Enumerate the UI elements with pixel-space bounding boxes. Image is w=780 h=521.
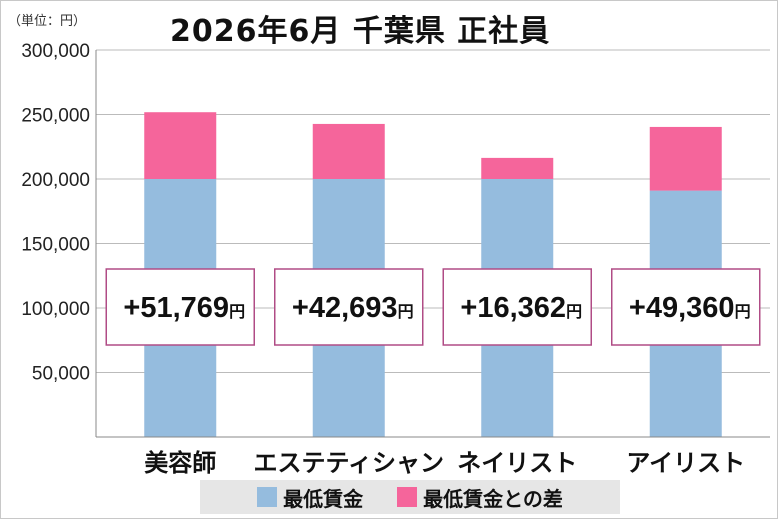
x-tick-label: エステティシャン: [253, 449, 444, 477]
chart-title: 2026年6月 千葉県 正社員: [170, 14, 551, 49]
bar-difference: [144, 112, 217, 179]
y-tick-labels: 300,000 250,000 200,000 150,000 100,000 50,00…: [21, 41, 90, 385]
y-tick-label: 50,000: [32, 364, 90, 385]
annotations: +51,769円 +42,693円 +16,362円 +49,360円: [105, 268, 761, 346]
annotation-label: +49,360円: [629, 292, 751, 324]
annotation-label: +51,769円: [123, 292, 245, 324]
x-tick-label: 美容師: [144, 449, 216, 477]
annotation-box: [274, 268, 424, 346]
legend-item-minimum-wage: 最低賃金: [257, 483, 363, 512]
y-tick-label: 150,000: [21, 235, 90, 256]
y-tick-label: 200,000: [21, 170, 90, 191]
y-tick-label: 100,000: [21, 299, 90, 320]
y-tick-label: 250,000: [21, 106, 90, 127]
x-tick-labels: 美容師 エステティシャン ネイリスト アイリスト: [144, 449, 745, 477]
legend-label-minimum-wage: 最低賃金: [283, 486, 364, 511]
annotation-box: [105, 268, 255, 346]
bar-difference: [312, 123, 385, 179]
annotation-box: [611, 268, 761, 346]
bar-difference: [649, 126, 722, 191]
legend-swatch-difference: [397, 487, 418, 507]
unit-label: （単位：円）: [8, 14, 87, 29]
annotation-label: +16,362円: [460, 292, 582, 324]
bar-difference: [481, 157, 554, 179]
annotation-label: +42,693円: [292, 292, 414, 324]
legend-label-difference: 最低賃金との差: [423, 486, 563, 511]
x-tick-label: ネイリスト: [457, 449, 577, 477]
x-tick-label: アイリスト: [626, 449, 745, 477]
legend: 最低賃金 最低賃金との差: [200, 480, 620, 514]
legend-item-difference: 最低賃金との差: [397, 483, 563, 512]
annotation-box: [442, 268, 592, 346]
axes: [95, 50, 770, 438]
y-tick-label: 300,000: [21, 41, 90, 62]
legend-swatch-minimum-wage: [257, 487, 278, 507]
